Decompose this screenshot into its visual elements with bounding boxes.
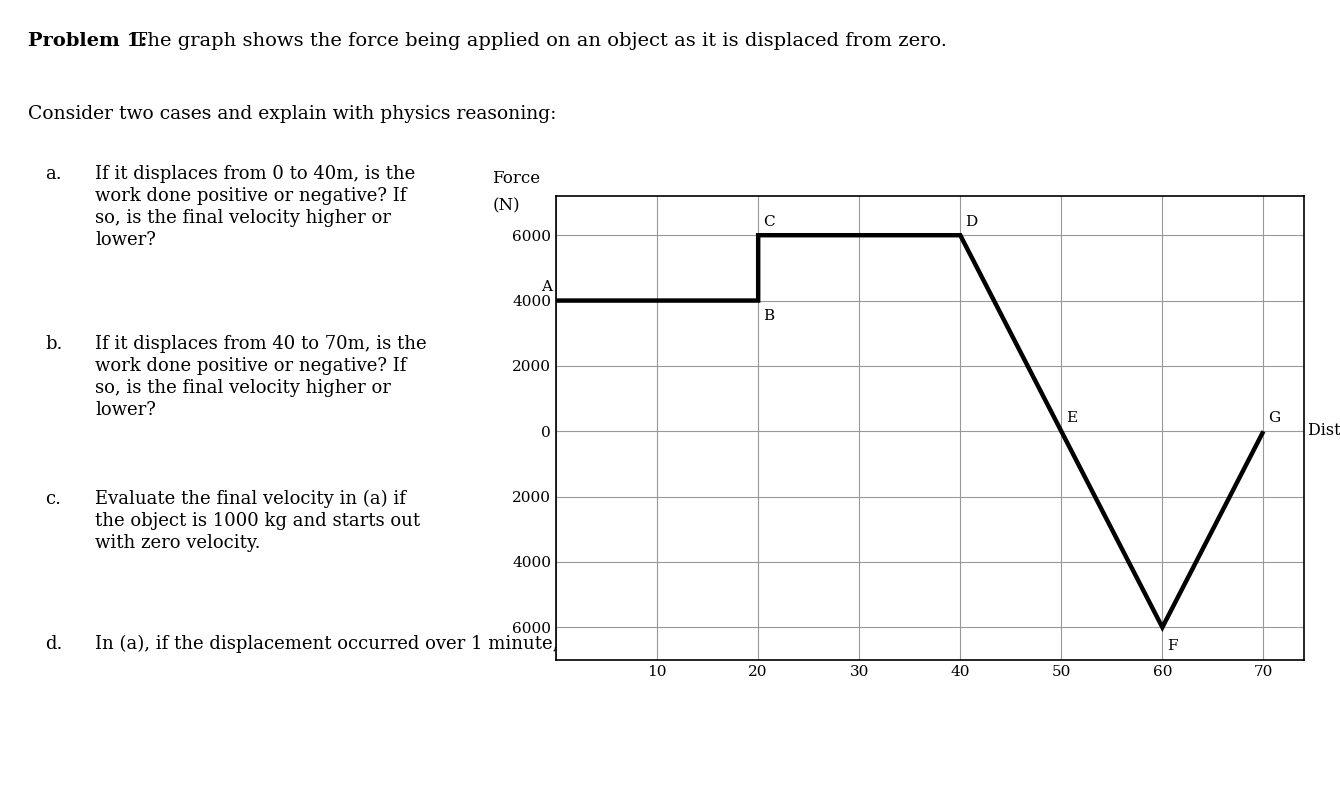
Text: Force: Force — [493, 170, 540, 186]
Text: In (a), if the displacement occurred over 1 minute, evaluate the power: In (a), if the displacement occurred ove… — [95, 635, 740, 654]
Text: b.: b. — [46, 335, 63, 353]
Text: the object is 1000 kg and starts out: the object is 1000 kg and starts out — [95, 512, 421, 530]
Text: work done positive or negative? If: work done positive or negative? If — [95, 357, 406, 375]
Text: (N): (N) — [493, 198, 520, 214]
Text: C: C — [764, 214, 775, 229]
Text: d.: d. — [46, 635, 63, 653]
Text: so, is the final velocity higher or: so, is the final velocity higher or — [95, 209, 391, 227]
Text: Consider two cases and explain with physics reasoning:: Consider two cases and explain with phys… — [28, 105, 556, 123]
Text: with zero velocity.: with zero velocity. — [95, 534, 260, 552]
Text: G: G — [1269, 410, 1281, 425]
Text: A: A — [541, 280, 552, 294]
Text: work done positive or negative? If: work done positive or negative? If — [95, 187, 406, 205]
Text: E: E — [1067, 410, 1077, 425]
Text: c.: c. — [46, 490, 62, 508]
Text: The graph shows the force being applied on an object as it is displaced from zer: The graph shows the force being applied … — [129, 32, 947, 50]
Text: a.: a. — [46, 165, 62, 183]
Text: Evaluate the final velocity in (a) if: Evaluate the final velocity in (a) if — [95, 490, 406, 508]
Text: so, is the final velocity higher or: so, is the final velocity higher or — [95, 379, 391, 397]
Text: Distance (m): Distance (m) — [1308, 422, 1340, 440]
Text: If it displaces from 40 to 70m, is the: If it displaces from 40 to 70m, is the — [95, 335, 426, 353]
Text: lower?: lower? — [95, 401, 155, 419]
Text: lower?: lower? — [95, 231, 155, 249]
Text: Problem 1:: Problem 1: — [28, 32, 147, 50]
Text: D: D — [965, 214, 978, 229]
Text: B: B — [764, 310, 775, 323]
Text: F: F — [1167, 639, 1178, 654]
Text: If it displaces from 0 to 40m, is the: If it displaces from 0 to 40m, is the — [95, 165, 415, 183]
